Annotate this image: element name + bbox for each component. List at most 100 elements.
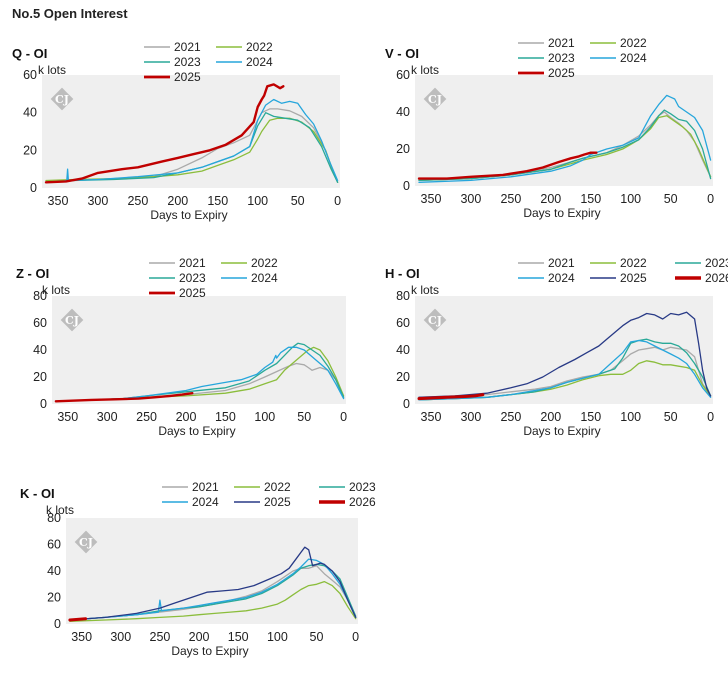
legend-label: 2025	[264, 495, 291, 509]
series-line-2024	[45, 98, 339, 183]
legend-label: 2021	[548, 36, 575, 50]
x-tick-label: 100	[267, 630, 288, 644]
legend-item-2022: 2022	[590, 36, 647, 50]
series-line-2024	[418, 339, 712, 401]
y-axis-unit: k lots	[46, 503, 74, 517]
legend-item-2021: 2021	[162, 480, 219, 494]
x-tick-label: 300	[460, 192, 481, 206]
plot-area	[415, 75, 713, 186]
y-tick-label: 60	[23, 68, 37, 82]
chart-v: V - OI k lots CJ 0 20 40 60 350 300 250 200 150 100 5…	[385, 36, 714, 220]
x-tick-label: 200	[167, 194, 188, 208]
x-tick-label: 350	[57, 410, 78, 424]
x-tick-label: 100	[620, 410, 641, 424]
x-tick-label: 0	[352, 630, 359, 644]
series-line-2025	[418, 311, 712, 398]
legend-label: 2022	[246, 40, 273, 54]
x-axis-label: Days to Expiry	[523, 424, 600, 438]
y-tick-label: 60	[47, 538, 61, 552]
chart-q: Q - OI k lots CJ 0 20 40 60 350 300 250 200 150 100 5…	[12, 40, 341, 222]
x-tick-label: 350	[421, 410, 442, 424]
legend-label: 2025	[548, 66, 575, 80]
y-tick-label: 60	[33, 316, 47, 330]
y-tick-label: 60	[396, 68, 410, 82]
legend-label: 2023	[548, 51, 575, 65]
series-line-2024	[418, 94, 712, 183]
watermark-logo: CJ	[50, 87, 74, 111]
x-axis-label: Days to Expiry	[523, 206, 600, 220]
y-tick-label: 0	[403, 397, 410, 411]
x-tick-label: 300	[110, 630, 131, 644]
x-tick-label: 0	[707, 192, 714, 206]
legend-item-2022: 2022	[590, 256, 647, 270]
x-tick-label: 50	[297, 410, 311, 424]
x-tick-label: 350	[71, 630, 92, 644]
legend-label: 2021	[548, 256, 575, 270]
y-tick-label: 20	[396, 142, 410, 156]
x-tick-label: 50	[664, 192, 678, 206]
watermark-logo: CJ	[423, 308, 447, 332]
series-line-2024	[55, 346, 345, 402]
legend-item-2021: 2021	[149, 256, 206, 270]
legend-label: 2025	[620, 271, 647, 285]
x-tick-label: 50	[291, 194, 305, 208]
legend-item-2026: 2026	[319, 495, 376, 509]
y-tick-label: 0	[403, 179, 410, 193]
x-tick-label: 250	[136, 410, 157, 424]
svg-text:CJ: CJ	[428, 93, 442, 106]
legend-item-2026: 2026	[675, 271, 728, 285]
x-tick-label: 300	[97, 410, 118, 424]
legend-label: 2023	[174, 55, 201, 69]
legend-item-2022: 2022	[221, 256, 278, 270]
series-line-2023	[418, 109, 712, 182]
y-tick-label: 80	[396, 289, 410, 303]
x-tick-label: 50	[310, 630, 324, 644]
y-tick-label: 0	[30, 181, 37, 195]
y-tick-label: 80	[33, 289, 47, 303]
series-line-2025	[44, 83, 285, 184]
chart-k: K - OI k lots CJ 0 20 40 60 80 350 300 250 200 150 10…	[20, 480, 376, 658]
plot-area	[415, 296, 713, 404]
x-tick-label: 150	[580, 410, 601, 424]
chart-h: H - OI k lots CJ 0 20 40 60 80 350 300 250 200 150 10…	[385, 256, 728, 438]
legend-label: 2026	[349, 495, 376, 509]
y-tick-label: 20	[33, 370, 47, 384]
legend-label: 2022	[620, 36, 647, 50]
x-tick-label: 200	[540, 192, 561, 206]
legend-label: 2021	[174, 40, 201, 54]
x-tick-label: 100	[247, 194, 268, 208]
y-tick-label: 40	[396, 105, 410, 119]
x-tick-label: 350	[48, 194, 69, 208]
legend-item-2021: 2021	[518, 36, 575, 50]
chart-title: Q - OI	[12, 46, 47, 61]
watermark-logo: CJ	[423, 87, 447, 111]
x-tick-label: 250	[500, 192, 521, 206]
y-tick-label: 20	[396, 370, 410, 384]
x-axis-label: Days to Expiry	[150, 208, 227, 222]
legend-label: 2024	[251, 271, 278, 285]
legend-label: 2025	[174, 70, 201, 84]
legend-label: 2024	[192, 495, 219, 509]
chart-title: H - OI	[385, 266, 420, 281]
legend-item-2024: 2024	[162, 495, 219, 509]
legend-item-2025: 2025	[234, 495, 291, 509]
chart-z: Z - OI k lots CJ 0 20 40 60 80 350 300 250 200 150 10…	[16, 256, 347, 438]
legend-item-2025: 2025	[590, 271, 647, 285]
plot-area	[42, 75, 340, 188]
x-tick-label: 300	[87, 194, 108, 208]
x-tick-label: 100	[254, 410, 275, 424]
legend-item-2025: 2025	[144, 70, 201, 84]
y-tick-label: 80	[47, 511, 61, 525]
x-tick-label: 250	[150, 630, 171, 644]
series-line-2021	[69, 565, 357, 621]
x-tick-label: 0	[334, 194, 341, 208]
y-tick-label: 20	[47, 591, 61, 605]
y-tick-label: 40	[33, 343, 47, 357]
legend-item-2023: 2023	[149, 271, 206, 285]
series-line-2023	[45, 112, 339, 183]
legend-item-2022: 2022	[234, 480, 291, 494]
series-line-2025	[69, 546, 357, 621]
x-tick-label: 100	[620, 192, 641, 206]
series-line-2022	[45, 117, 339, 183]
y-tick-label: 20	[23, 143, 37, 157]
